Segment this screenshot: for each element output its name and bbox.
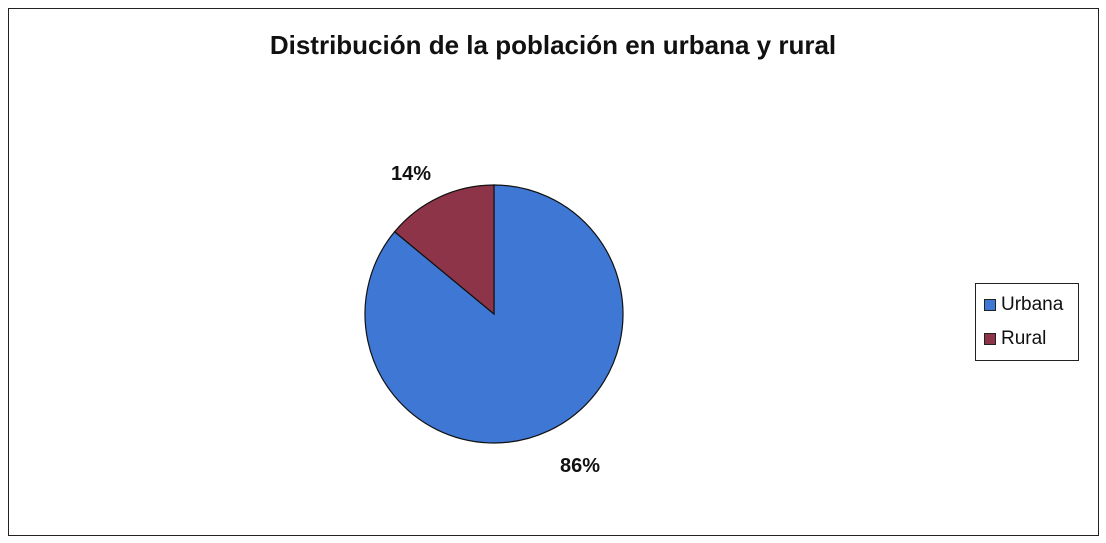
legend-label-urbana: Urbana xyxy=(1001,294,1064,315)
pie-labels: 86% 14% xyxy=(391,163,600,477)
legend-label-rural: Rural xyxy=(1001,328,1047,349)
legend: Urbana Rural xyxy=(975,283,1079,361)
legend-swatch-urbana xyxy=(984,299,996,311)
data-label-urbana: 86% xyxy=(560,455,600,477)
data-label-rural: 14% xyxy=(391,163,431,185)
pie-slice-rural xyxy=(393,184,495,316)
legend-item-rural: Rural xyxy=(984,322,1078,356)
legend-swatch-rural xyxy=(984,333,996,345)
legend-item-urbana: Urbana xyxy=(984,288,1078,322)
chart-title: Distribución de la población en urbana y… xyxy=(269,30,837,60)
pie-slices xyxy=(364,184,624,444)
